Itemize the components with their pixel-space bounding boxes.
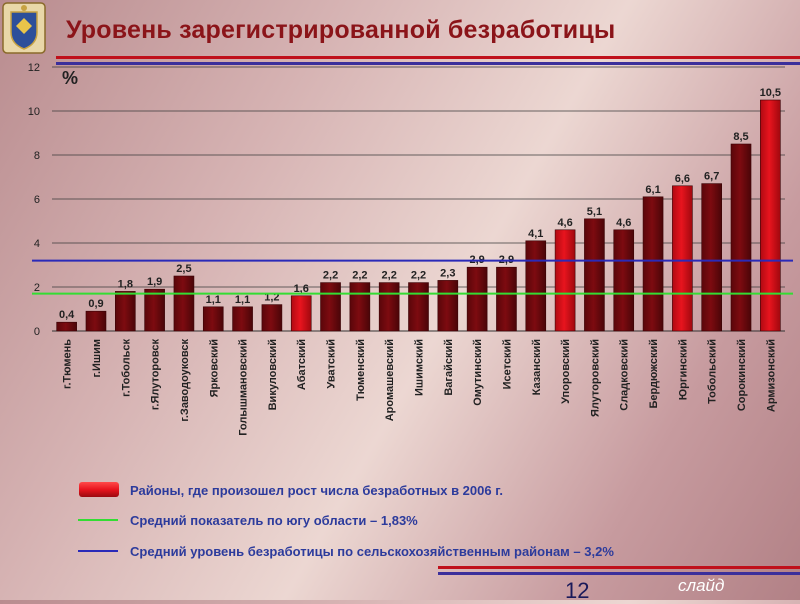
x-category-label: г.Ишим [91,339,103,378]
bar [261,304,283,332]
legend-label-green: Средний показатель по югу области – 1,83… [130,513,418,528]
bar-value-label: 2,2 [411,270,426,282]
x-category-label: Армизонский [765,339,777,412]
x-category-label: Ишимский [414,339,426,396]
bar [554,229,576,332]
y-tick-label: 2 [34,282,40,294]
legend-label-growth: Районы, где произошел рост числа безрабо… [130,483,503,498]
bar [320,282,341,332]
x-category-label: г.Тюмень [62,339,74,389]
bar [115,291,136,332]
bar [466,266,488,332]
bar [672,185,693,332]
bar-value-label: 2,5 [176,263,191,275]
x-category-label: Бердюжский [648,339,660,409]
unemployment-bar-chart: 0 2 4 6 8 10 12 % 0,4 г.Тюмень 0,9 г.Ишим 1,8 г.Тобол… [28,62,793,436]
header-rule-blue [56,62,800,65]
bar [584,218,605,332]
bar [202,306,224,332]
bar [232,306,253,332]
x-category-label: г.Тобольск [120,339,132,397]
legend-label-blue: Средний уровень безработицы по сельскохо… [130,544,614,559]
bar [85,310,107,332]
bar-value-label: 5,1 [587,206,602,218]
x-category-label: Вагайский [443,339,455,396]
bar [525,240,547,332]
bar-value-label: 1,9 [147,276,162,288]
bar [437,280,459,332]
slide-label: слайд [678,576,725,595]
page-title: Уровень зарегистрированной безработицы [66,16,616,44]
y-tick-label: 10 [28,106,40,118]
bar-value-label: 1,8 [118,278,133,290]
bar [290,295,312,332]
bar [56,321,77,332]
x-category-label: г.Заводоуковск [179,339,191,422]
footer-rule-red [438,566,800,569]
bar [144,288,165,332]
x-category-label: Сладковский [619,339,631,411]
x-category-label: Викуловский [267,339,279,410]
bar-value-label: 2,2 [382,270,397,282]
bar [496,266,517,332]
x-category-label: Ялуторовский [589,339,601,417]
y-unit-label: % [62,68,78,88]
bar-value-label: 2,2 [323,270,338,282]
bar-value-label: 6,1 [645,184,660,196]
x-category-label: Уватский [326,339,338,389]
x-category-label: Упоровский [560,339,572,404]
x-category-label: Юргинский [677,339,689,400]
bar-value-label: 4,6 [557,217,572,229]
x-category-label: Тобольский [707,339,719,404]
legend-swatch-green-line [78,519,118,521]
bar-value-label: 4,1 [528,228,543,240]
bar-value-label: 1,1 [235,294,250,306]
x-category-label: Аромашевский [384,339,396,421]
x-category-label: Сорокинский [736,339,748,411]
bar [730,143,752,332]
bar [349,282,371,332]
x-category-label: Исетский [501,339,513,389]
header-rule-red [56,56,800,59]
bar [173,275,195,332]
x-category-label: Ярковский [208,339,220,397]
bar-value-label: 2,3 [440,267,455,279]
bar [642,196,664,332]
bar-value-label: 8,5 [733,131,748,143]
bar-value-label: 6,7 [704,171,719,183]
bar-value-label: 10,5 [760,87,781,99]
bar-value-label: 0,9 [88,298,103,310]
bar [701,183,723,332]
bar-value-label: 6,6 [675,173,690,185]
bar-value-label: 4,6 [616,217,631,229]
coat-of-arms-logo [2,2,46,54]
bar [613,229,635,332]
x-category-label: Тюменский [355,339,367,401]
x-category-label: г.Ялуторовск [150,339,162,411]
bar-value-label: 1,1 [206,294,221,306]
bar-value-label: 0,4 [59,309,75,321]
legend-swatch-growth [79,482,119,497]
bar [408,282,429,332]
bar-value-label: 2,2 [352,270,367,282]
footer-rule-blue [438,572,800,575]
bar [378,282,400,332]
y-tick-label: 12 [28,62,40,74]
x-category-label: Казанский [531,339,543,395]
legend-swatch-blue-line [78,550,118,552]
bar [760,99,781,332]
y-tick-label: 4 [34,238,40,250]
page-number: 12 [565,578,590,603]
y-tick-label: 8 [34,150,40,162]
bar-value-label: 1,6 [294,283,309,295]
y-tick-label: 0 [34,326,40,338]
y-tick-label: 6 [34,194,40,206]
x-category-label: Омутинский [472,339,484,406]
x-category-label: Абатский [296,339,308,390]
x-category-label: Голышмановский [238,339,250,436]
